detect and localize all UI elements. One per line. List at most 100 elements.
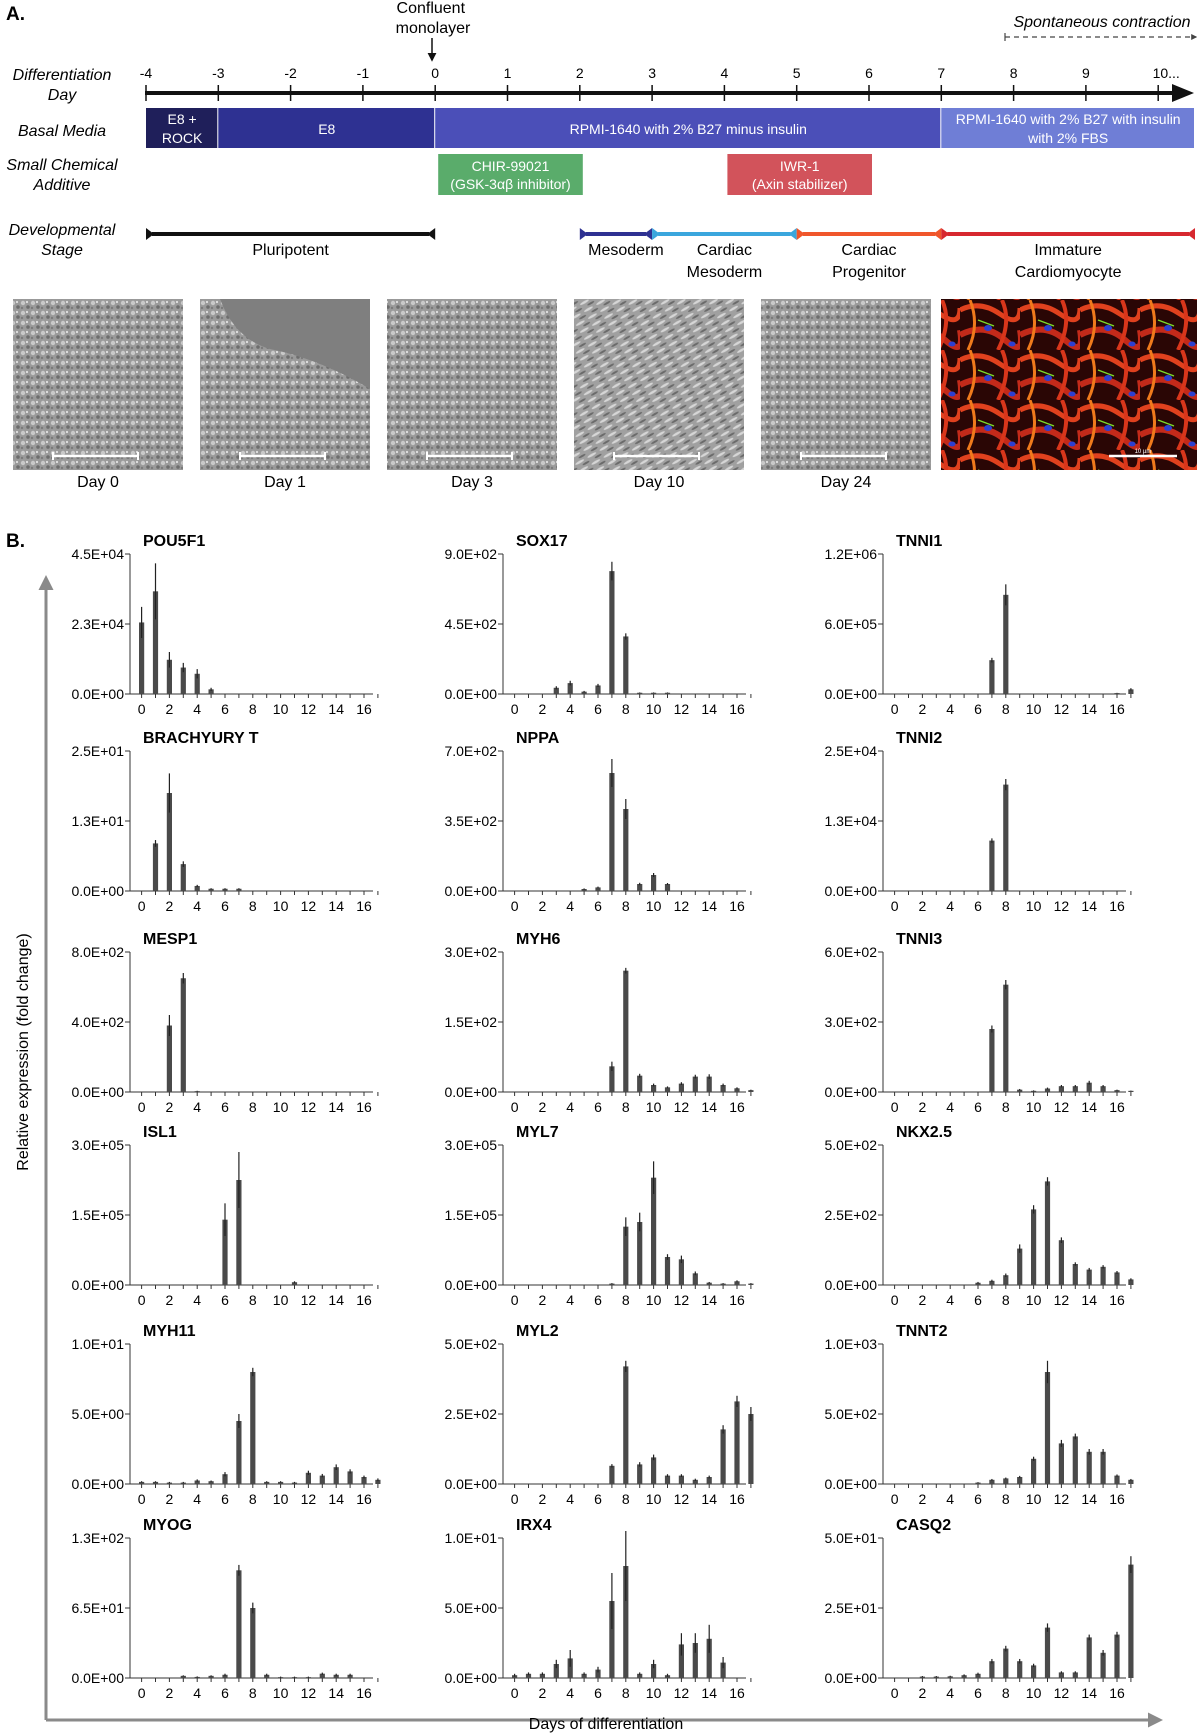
- media-bar: E8: [218, 108, 435, 148]
- stage-bar: Pluripotent: [146, 228, 436, 259]
- x-tick-label: 0: [891, 1685, 899, 1701]
- x-tick-label: 6: [974, 701, 982, 717]
- chart-myog: MYOG 0.0E+00 6.5E+01 1.3E+02 0 2 4 6 8 10 12 14 16: [71, 1517, 379, 1701]
- timeline-tick-label: -3: [212, 65, 225, 81]
- x-tick-label: 16: [729, 898, 745, 914]
- x-tick-label: 6: [974, 1292, 982, 1308]
- x-tick-label: 2: [166, 898, 174, 914]
- y-tick-label: 2.3E+04: [71, 616, 124, 632]
- chart-title: MYH6: [516, 931, 561, 948]
- x-tick-label: 10: [1026, 1491, 1042, 1507]
- bar: [623, 970, 629, 1092]
- bar: [166, 659, 172, 694]
- stage-label: Cardiac: [697, 242, 752, 259]
- bar: [651, 1664, 657, 1678]
- chart-title: POU5F1: [143, 533, 205, 550]
- x-tick-label: 2: [919, 701, 927, 717]
- bar: [664, 1087, 671, 1092]
- timeline-tick-label: 10...: [1153, 65, 1180, 81]
- bar: [637, 692, 643, 694]
- x-tick-label: 16: [356, 701, 372, 717]
- x-tick-label: 16: [1109, 1685, 1125, 1701]
- bar: [706, 1282, 712, 1285]
- bar: [706, 1638, 712, 1678]
- y-tick-label: 0.0E+00: [824, 686, 877, 702]
- bar: [1100, 1266, 1106, 1285]
- x-tick-label: 6: [594, 898, 602, 914]
- cell-free-region: [220, 299, 370, 389]
- bar: [291, 1282, 298, 1285]
- bar: [222, 1474, 228, 1484]
- x-tick-label: 14: [1081, 1491, 1097, 1507]
- chart-sox17: SOX17 0.0E+00 4.5E+02 9.0E+02 0 2 4 6 8 10 12 14 16: [444, 533, 752, 717]
- bar: [623, 809, 629, 891]
- bar: [989, 1029, 995, 1092]
- x-tick-label: 10: [273, 1099, 289, 1115]
- media-bar-label: with 2% FBS: [1027, 130, 1108, 146]
- bar: [609, 1066, 615, 1092]
- x-tick-label: 2: [166, 1491, 174, 1507]
- y-tick-label: 1.3E+04: [824, 813, 877, 829]
- media-bar-label: RPMI-1640 with 2% B27 with insulin: [956, 111, 1181, 127]
- y-tick-label: 1.5E+05: [71, 1207, 124, 1223]
- y-tick-label: 0.0E+00: [444, 1084, 497, 1100]
- bar: [180, 864, 186, 891]
- line-1: Differentiation: [13, 67, 112, 84]
- stage-bar: Cardiac Mesoderm: [652, 228, 797, 281]
- x-tick-label: 8: [249, 1685, 257, 1701]
- bar: [734, 1401, 740, 1484]
- x-tick-label: 6: [594, 1292, 602, 1308]
- bar: [166, 1025, 172, 1092]
- additive-bar: CHIR-99021 (GSK-3αβ inhibitor): [438, 154, 583, 195]
- x-tick-label: 10: [273, 701, 289, 717]
- x-tick-label: 0: [891, 1099, 899, 1115]
- x-tick-label: 6: [221, 1685, 229, 1701]
- bar: [347, 1471, 353, 1484]
- x-tick-label: 4: [566, 1685, 574, 1701]
- y-tick-label: 1.0E+03: [824, 1336, 877, 1352]
- x-tick-label: 8: [1002, 1292, 1010, 1308]
- stage-label: Immature: [1034, 242, 1102, 259]
- x-tick-label: 2: [166, 701, 174, 717]
- x-tick-label: 10: [646, 898, 662, 914]
- bar: [1003, 1478, 1009, 1484]
- chart-title: TNNI2: [896, 730, 942, 747]
- stage-bar: Mesoderm: [579, 228, 664, 259]
- y-tick-label: 5.0E+00: [444, 1600, 497, 1616]
- bar: [919, 1676, 925, 1678]
- bar: [961, 1675, 967, 1678]
- bar: [1072, 1264, 1078, 1285]
- basal-media-bars: E8 + ROCK E8 RPMI-1640 with 2% B27 minus in…: [146, 108, 1194, 148]
- x-tick-label: 4: [566, 1491, 574, 1507]
- x-tick-label: 10: [646, 1099, 662, 1115]
- y-tick-label: 1.0E+01: [444, 1530, 497, 1546]
- bar: [609, 1601, 615, 1678]
- y-tick-label: 1.5E+05: [444, 1207, 497, 1223]
- bar: [567, 1658, 573, 1678]
- bar: [222, 888, 228, 891]
- x-tick-label: 4: [566, 898, 574, 914]
- x-tick-label: 14: [1081, 1099, 1097, 1115]
- x-tick-label: 12: [674, 701, 690, 717]
- y-tick-label: 0.0E+00: [444, 686, 497, 702]
- x-tick-label: 0: [138, 701, 146, 717]
- bar: [1128, 1279, 1134, 1285]
- timeline-tick-label: 7: [937, 65, 945, 81]
- bar: [1003, 594, 1009, 694]
- x-tick-label: 0: [138, 1292, 146, 1308]
- bar: [1044, 1627, 1051, 1678]
- x-tick-label: 8: [622, 1292, 630, 1308]
- x-tick-label: 2: [919, 1292, 927, 1308]
- line-2: Additive: [33, 177, 91, 194]
- x-tick-label: 6: [221, 1292, 229, 1308]
- x-tick-label: 0: [511, 1292, 519, 1308]
- x-tick-label: 6: [221, 1491, 229, 1507]
- micrograph-0: Day 0: [13, 299, 183, 491]
- y-tick-label: 5.0E+02: [824, 1137, 877, 1153]
- x-tick-label: 4: [566, 1099, 574, 1115]
- x-tick-label: 8: [1002, 1685, 1010, 1701]
- y-tick-label: 2.5E+01: [71, 743, 124, 759]
- bar: [1072, 1672, 1078, 1678]
- bar: [208, 1675, 214, 1678]
- bar: [678, 1083, 684, 1092]
